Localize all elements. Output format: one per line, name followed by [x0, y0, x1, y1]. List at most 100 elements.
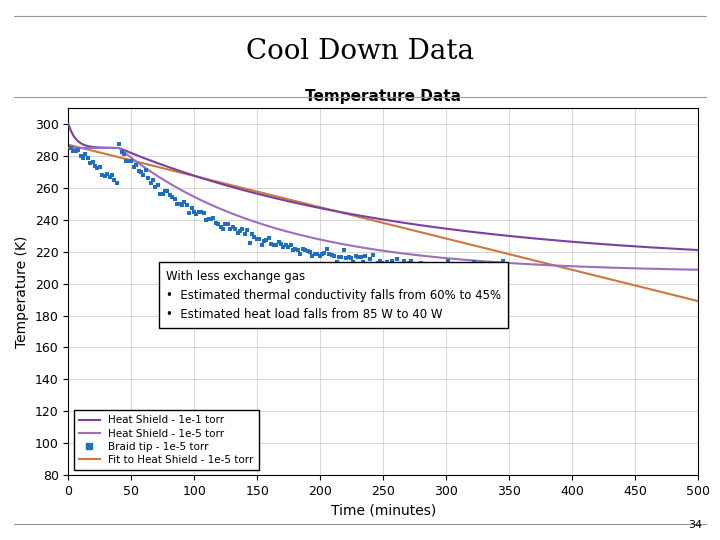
Braid tip - 1e-5 torr	[169, 195, 181, 204]
Braid tip - 1e-5 torr	[413, 260, 424, 268]
Heat Shield - 1e-1 torr	[64, 121, 73, 127]
Braid tip - 1e-5 torr	[203, 215, 215, 224]
Braid tip - 1e-5 torr	[251, 235, 263, 244]
Legend: Heat Shield - 1e-1 torr, Heat Shield - 1e-5 torr, Braid tip - 1e-5 torr, Fit to : Heat Shield - 1e-1 torr, Heat Shield - 1…	[73, 410, 258, 470]
Braid tip - 1e-5 torr	[278, 243, 289, 252]
Braid tip - 1e-5 torr	[239, 230, 251, 239]
Braid tip - 1e-5 torr	[266, 240, 277, 248]
Braid tip - 1e-5 torr	[410, 260, 422, 268]
Braid tip - 1e-5 torr	[364, 254, 376, 263]
Braid tip - 1e-5 torr	[159, 187, 171, 195]
Fit to Heat Shield - 1e-5 torr	[694, 298, 703, 305]
Fit to Heat Shield - 1e-5 torr	[64, 141, 73, 148]
Fit to Heat Shield - 1e-5 torr	[354, 213, 362, 220]
Braid tip - 1e-5 torr	[420, 265, 431, 273]
Braid tip - 1e-5 torr	[451, 266, 463, 274]
Braid tip - 1e-5 torr	[495, 265, 506, 274]
Braid tip - 1e-5 torr	[444, 261, 456, 270]
Line: Heat Shield - 1e-5 torr: Heat Shield - 1e-5 torr	[68, 148, 698, 270]
Braid tip - 1e-5 torr	[446, 266, 458, 275]
Braid tip - 1e-5 torr	[403, 259, 415, 268]
Braid tip - 1e-5 torr	[355, 253, 366, 261]
Braid tip - 1e-5 torr	[309, 249, 320, 258]
Braid tip - 1e-5 torr	[118, 150, 130, 158]
Braid tip - 1e-5 torr	[343, 253, 354, 261]
Braid tip - 1e-5 torr	[432, 264, 444, 272]
Heat Shield - 1e-5 torr	[96, 145, 105, 151]
Braid tip - 1e-5 torr	[164, 191, 176, 199]
Braid tip - 1e-5 torr	[273, 238, 284, 246]
Text: With less exchange gas
•  Estimated thermal conductivity falls from 60% to 45%
•: With less exchange gas • Estimated therm…	[166, 269, 501, 321]
Heat Shield - 1e-5 torr	[676, 266, 685, 273]
Braid tip - 1e-5 torr	[232, 229, 243, 238]
Braid tip - 1e-5 torr	[230, 225, 241, 234]
Braid tip - 1e-5 torr	[408, 265, 420, 273]
Braid tip - 1e-5 torr	[338, 246, 349, 254]
Braid tip - 1e-5 torr	[152, 181, 163, 190]
Braid tip - 1e-5 torr	[99, 172, 110, 180]
Heat Shield - 1e-5 torr	[64, 145, 73, 151]
Braid tip - 1e-5 torr	[386, 257, 397, 266]
Braid tip - 1e-5 torr	[174, 200, 185, 208]
Braid tip - 1e-5 torr	[357, 258, 369, 267]
Braid tip - 1e-5 torr	[485, 264, 497, 272]
Braid tip - 1e-5 torr	[263, 233, 274, 242]
Fit to Heat Shield - 1e-5 torr	[676, 293, 685, 300]
Heat Shield - 1e-1 torr	[96, 144, 105, 151]
Braid tip - 1e-5 torr	[258, 237, 270, 245]
Braid tip - 1e-5 torr	[246, 230, 258, 239]
Heat Shield - 1e-1 torr	[694, 247, 703, 253]
Braid tip - 1e-5 torr	[442, 257, 454, 266]
Braid tip - 1e-5 torr	[398, 257, 410, 266]
Braid tip - 1e-5 torr	[435, 261, 446, 270]
Braid tip - 1e-5 torr	[487, 262, 499, 271]
Braid tip - 1e-5 torr	[294, 249, 306, 258]
Braid tip - 1e-5 torr	[353, 253, 364, 261]
Braid tip - 1e-5 torr	[471, 265, 482, 273]
Braid tip - 1e-5 torr	[157, 189, 168, 198]
Braid tip - 1e-5 torr	[326, 251, 338, 259]
Braid tip - 1e-5 torr	[384, 261, 395, 270]
Braid tip - 1e-5 torr	[181, 201, 192, 210]
Braid tip - 1e-5 torr	[73, 145, 84, 154]
Braid tip - 1e-5 torr	[132, 166, 144, 175]
Braid tip - 1e-5 torr	[114, 140, 125, 149]
Braid tip - 1e-5 torr	[425, 260, 436, 269]
Braid tip - 1e-5 torr	[418, 265, 429, 273]
Braid tip - 1e-5 torr	[143, 173, 154, 182]
Braid tip - 1e-5 torr	[437, 261, 449, 270]
Braid tip - 1e-5 torr	[196, 207, 207, 216]
Braid tip - 1e-5 torr	[391, 254, 402, 263]
Braid tip - 1e-5 torr	[464, 262, 475, 271]
Fit to Heat Shield - 1e-5 torr	[370, 218, 379, 224]
Braid tip - 1e-5 torr	[382, 258, 393, 266]
Heat Shield - 1e-1 torr	[354, 212, 362, 219]
Braid tip - 1e-5 torr	[314, 251, 325, 260]
Braid tip - 1e-5 torr	[148, 176, 159, 184]
Braid tip - 1e-5 torr	[176, 200, 188, 209]
Heat Shield - 1e-1 torr	[675, 246, 684, 252]
Braid tip - 1e-5 torr	[454, 261, 465, 269]
Braid tip - 1e-5 torr	[287, 246, 299, 254]
Braid tip - 1e-5 torr	[87, 157, 99, 166]
Braid tip - 1e-5 torr	[184, 208, 195, 217]
Braid tip - 1e-5 torr	[145, 179, 156, 187]
Braid tip - 1e-5 torr	[307, 252, 318, 260]
Braid tip - 1e-5 torr	[96, 171, 108, 179]
Braid tip - 1e-5 torr	[191, 210, 202, 218]
Braid tip - 1e-5 torr	[449, 261, 461, 269]
Braid tip - 1e-5 torr	[415, 259, 427, 267]
Braid tip - 1e-5 torr	[476, 266, 487, 275]
Braid tip - 1e-5 torr	[138, 171, 149, 179]
Braid tip - 1e-5 torr	[321, 245, 333, 253]
Braid tip - 1e-5 torr	[379, 262, 390, 271]
Braid tip - 1e-5 torr	[135, 168, 147, 177]
Braid tip - 1e-5 torr	[304, 248, 315, 256]
Braid tip - 1e-5 torr	[121, 156, 132, 165]
Braid tip - 1e-5 torr	[150, 183, 161, 192]
Braid tip - 1e-5 torr	[377, 259, 388, 268]
Braid tip - 1e-5 torr	[186, 204, 197, 213]
Braid tip - 1e-5 torr	[333, 252, 345, 261]
Braid tip - 1e-5 torr	[428, 261, 439, 269]
Braid tip - 1e-5 torr	[285, 240, 297, 249]
